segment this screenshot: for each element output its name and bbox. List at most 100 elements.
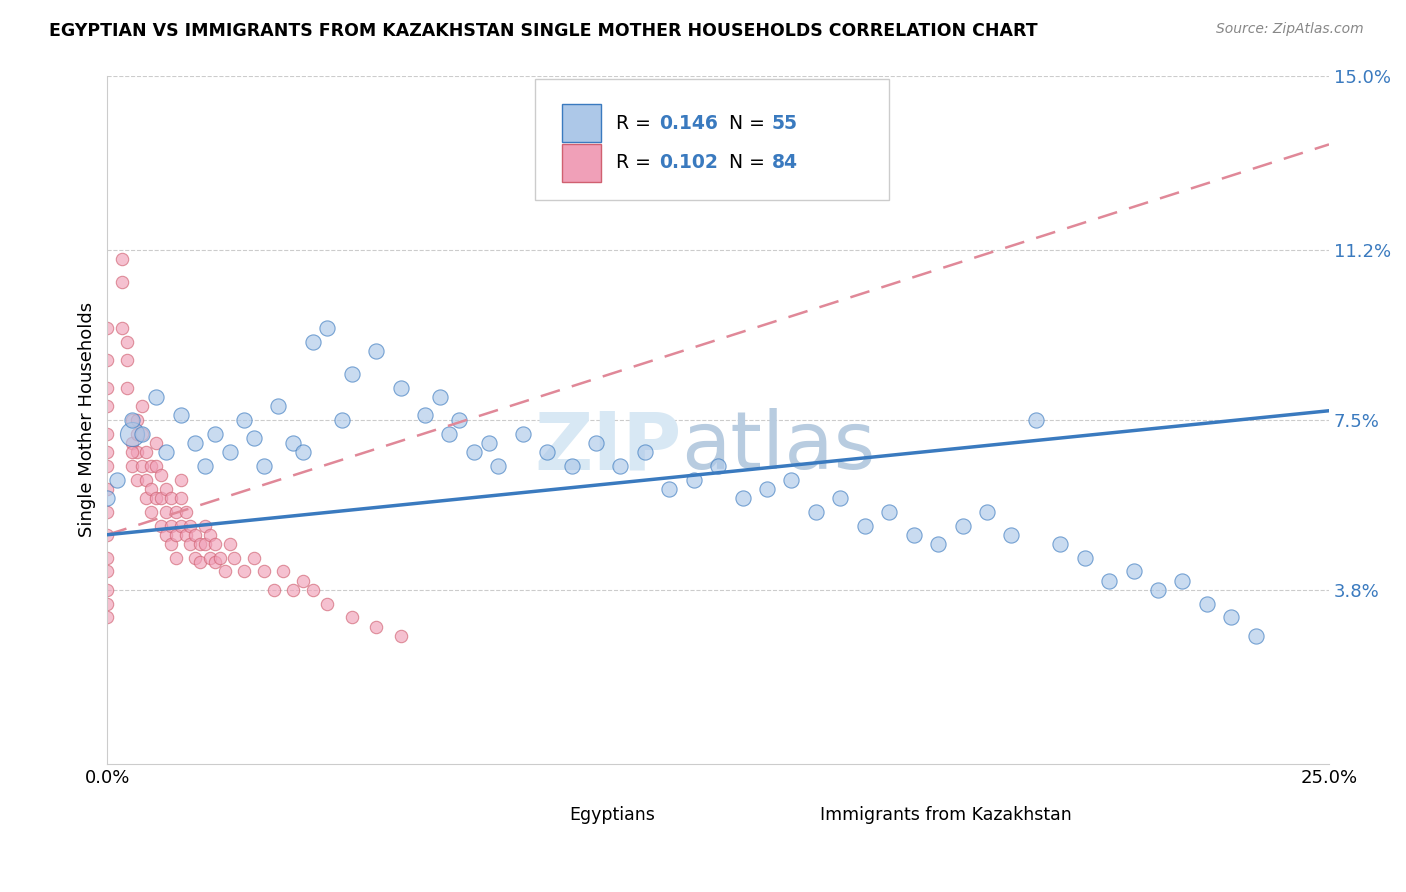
Text: 55: 55 — [772, 113, 799, 133]
Point — [135, 491, 157, 505]
Text: 0.146: 0.146 — [659, 113, 718, 133]
Point — [194, 537, 217, 551]
Point — [125, 413, 148, 427]
Point — [115, 381, 138, 395]
Point — [96, 482, 118, 496]
Point — [267, 399, 290, 413]
Point — [1244, 629, 1267, 643]
Point — [131, 426, 153, 441]
Point — [141, 505, 163, 519]
Point — [150, 468, 173, 483]
Point — [1000, 527, 1022, 541]
Point — [145, 491, 167, 505]
Point — [682, 473, 704, 487]
Point — [804, 505, 827, 519]
Text: 0.102: 0.102 — [659, 153, 718, 172]
Point — [233, 565, 256, 579]
Point — [291, 445, 314, 459]
Point — [340, 610, 363, 624]
Point — [1098, 574, 1121, 588]
Point — [96, 491, 118, 505]
Point — [179, 537, 201, 551]
Point — [301, 334, 323, 349]
Point — [115, 334, 138, 349]
Point — [121, 445, 143, 459]
Point — [340, 367, 363, 381]
Point — [184, 436, 207, 450]
Point — [281, 582, 304, 597]
Point — [165, 527, 187, 541]
Point — [366, 619, 388, 633]
Point — [170, 518, 193, 533]
Point — [316, 597, 339, 611]
Point — [512, 426, 534, 441]
Point — [184, 550, 207, 565]
Point — [179, 518, 201, 533]
Point — [561, 458, 583, 473]
Point — [634, 445, 657, 459]
Point — [96, 550, 118, 565]
Point — [111, 275, 134, 289]
Text: N =: N = — [730, 113, 770, 133]
Point — [204, 426, 226, 441]
Point — [1073, 550, 1095, 565]
Point — [141, 458, 163, 473]
Point — [198, 527, 221, 541]
Point — [1025, 413, 1047, 427]
Point — [121, 413, 143, 427]
Text: EGYPTIAN VS IMMIGRANTS FROM KAZAKHSTAN SINGLE MOTHER HOUSEHOLDS CORRELATION CHAR: EGYPTIAN VS IMMIGRANTS FROM KAZAKHSTAN S… — [49, 22, 1038, 40]
Point — [585, 436, 607, 450]
Point — [243, 431, 266, 445]
Point — [253, 458, 276, 473]
Point — [1220, 610, 1243, 624]
Point — [170, 409, 193, 423]
Point — [830, 491, 852, 505]
Text: Immigrants from Kazakhstan: Immigrants from Kazakhstan — [820, 805, 1071, 823]
Point — [131, 399, 153, 413]
Point — [194, 518, 217, 533]
Point — [188, 555, 211, 569]
Point — [160, 491, 183, 505]
FancyBboxPatch shape — [562, 144, 600, 182]
Point — [486, 458, 509, 473]
Point — [111, 321, 134, 335]
Point — [96, 527, 118, 541]
Point — [150, 491, 173, 505]
Point — [174, 527, 197, 541]
Point — [125, 445, 148, 459]
Point — [170, 473, 193, 487]
Point — [96, 505, 118, 519]
FancyBboxPatch shape — [773, 800, 814, 829]
Point — [96, 445, 118, 459]
Point — [233, 413, 256, 427]
Point — [194, 458, 217, 473]
Point — [145, 458, 167, 473]
Point — [155, 505, 177, 519]
Point — [218, 445, 240, 459]
Point — [952, 518, 974, 533]
Point — [224, 550, 246, 565]
Y-axis label: Single Mother Households: Single Mother Households — [79, 302, 96, 538]
Point — [96, 426, 118, 441]
Point — [263, 582, 285, 597]
Point — [1049, 537, 1071, 551]
Point — [111, 252, 134, 267]
Text: N =: N = — [730, 153, 770, 172]
Point — [188, 537, 211, 551]
Point — [96, 381, 118, 395]
Point — [449, 413, 471, 427]
Point — [125, 426, 148, 441]
Point — [170, 491, 193, 505]
Text: 84: 84 — [772, 153, 799, 172]
Point — [125, 473, 148, 487]
Point — [174, 505, 197, 519]
Point — [413, 409, 436, 423]
Point — [253, 565, 276, 579]
Point — [1147, 582, 1170, 597]
FancyBboxPatch shape — [562, 104, 600, 142]
Point — [463, 445, 485, 459]
Point — [756, 482, 779, 496]
Point — [214, 565, 236, 579]
Point — [145, 436, 167, 450]
Point — [927, 537, 949, 551]
